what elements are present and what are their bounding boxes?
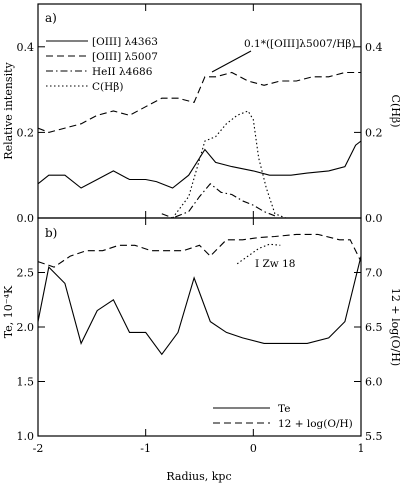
panel-a-y-tick-label: 0.0 — [17, 212, 35, 225]
panel-b-frame — [37, 217, 362, 437]
panel-a-frame — [37, 3, 362, 219]
panel-a-legend-label: [OIII] λ4363 — [92, 36, 158, 48]
panel-a-y-tick-label: 0.4 — [17, 41, 35, 54]
panel-b-legend-label: 12 + log(O/H) — [278, 418, 353, 430]
panel-b-series-line-0 — [37, 255, 362, 356]
panel-b-right-y-axis-title: 12 + log(O/H) — [389, 288, 400, 366]
panel-a-series-line-1 — [37, 71, 361, 133]
x-axis-title: Radius, kpc — [166, 470, 231, 483]
panel-b-reference-label: I Zw 18 — [255, 258, 295, 270]
x-tick-label: 1 — [358, 442, 365, 455]
panel-b-legend: Te 12 + log(O/H) — [213, 403, 353, 430]
panel-b-y-tick-label: 2.0 — [17, 321, 35, 334]
panel-b-y-tick-label: 1.5 — [17, 376, 35, 389]
panel-b-right-y-tick-label: 7.0 — [365, 267, 383, 280]
panel-a-series-line-0 — [37, 140, 362, 189]
panel-a-annotation: 0.1*([OIII]λ5007/Hβ) — [244, 38, 356, 50]
panel-a-y-axis-title: Relative intensity — [2, 61, 15, 159]
x-tick-label: 0 — [250, 442, 257, 455]
x-tick-label: -2 — [33, 442, 44, 455]
panel-a-annotation-pointer — [211, 50, 252, 73]
panel-a-series-line-3 — [172, 110, 286, 219]
panel-b-y-tick-label: 2.5 — [17, 267, 35, 280]
panel-a-right-y-axis-title: C(Hβ) — [389, 95, 400, 128]
panel-a-plot-area — [37, 71, 362, 219]
panel-a-legend: [OIII] λ4363 [OIII] λ5007 HeII λ4686 C(Hβ) — [46, 36, 158, 93]
panel-b-y-axis-title: Te, 10⁻⁴K — [2, 285, 15, 338]
panel-a-legend-label: HeII λ4686 — [92, 66, 153, 78]
panel-b-label: b) — [45, 226, 57, 240]
panel-a-series-line-2 — [161, 183, 276, 219]
panel-b-reference-line — [236, 243, 281, 265]
panel-a-label: a) — [45, 11, 57, 25]
axis-ticks: 0.0 0.0 0.2 0.2 0.4 0.4 1.0 1.5 2.0 2.5 5.5 6.0 6.5 7… — [17, 4, 383, 455]
panel-b-plot-area — [37, 233, 362, 356]
panel-a-y-tick-label: 0.2 — [17, 126, 35, 139]
panel-b-legend-label: Te — [278, 403, 290, 415]
panel-a-right-y-tick-label: 0.4 — [365, 41, 383, 54]
panel-a-right-y-tick-label: 0.0 — [365, 212, 383, 225]
panel-a-right-y-tick-label: 0.2 — [365, 126, 383, 139]
panel-a-legend-label: C(Hβ) — [92, 81, 123, 93]
panel-b-y-tick-label: 1.0 — [17, 430, 35, 443]
panel-b-right-y-tick-label: 5.5 — [365, 430, 383, 443]
panel-a-legend-label: [OIII] λ5007 — [92, 51, 158, 63]
panel-b-right-y-tick-label: 6.5 — [365, 321, 383, 334]
panel-b-series-line-1 — [37, 233, 362, 268]
x-tick-label: -1 — [140, 442, 151, 455]
panel-b-right-y-tick-label: 6.0 — [365, 376, 383, 389]
